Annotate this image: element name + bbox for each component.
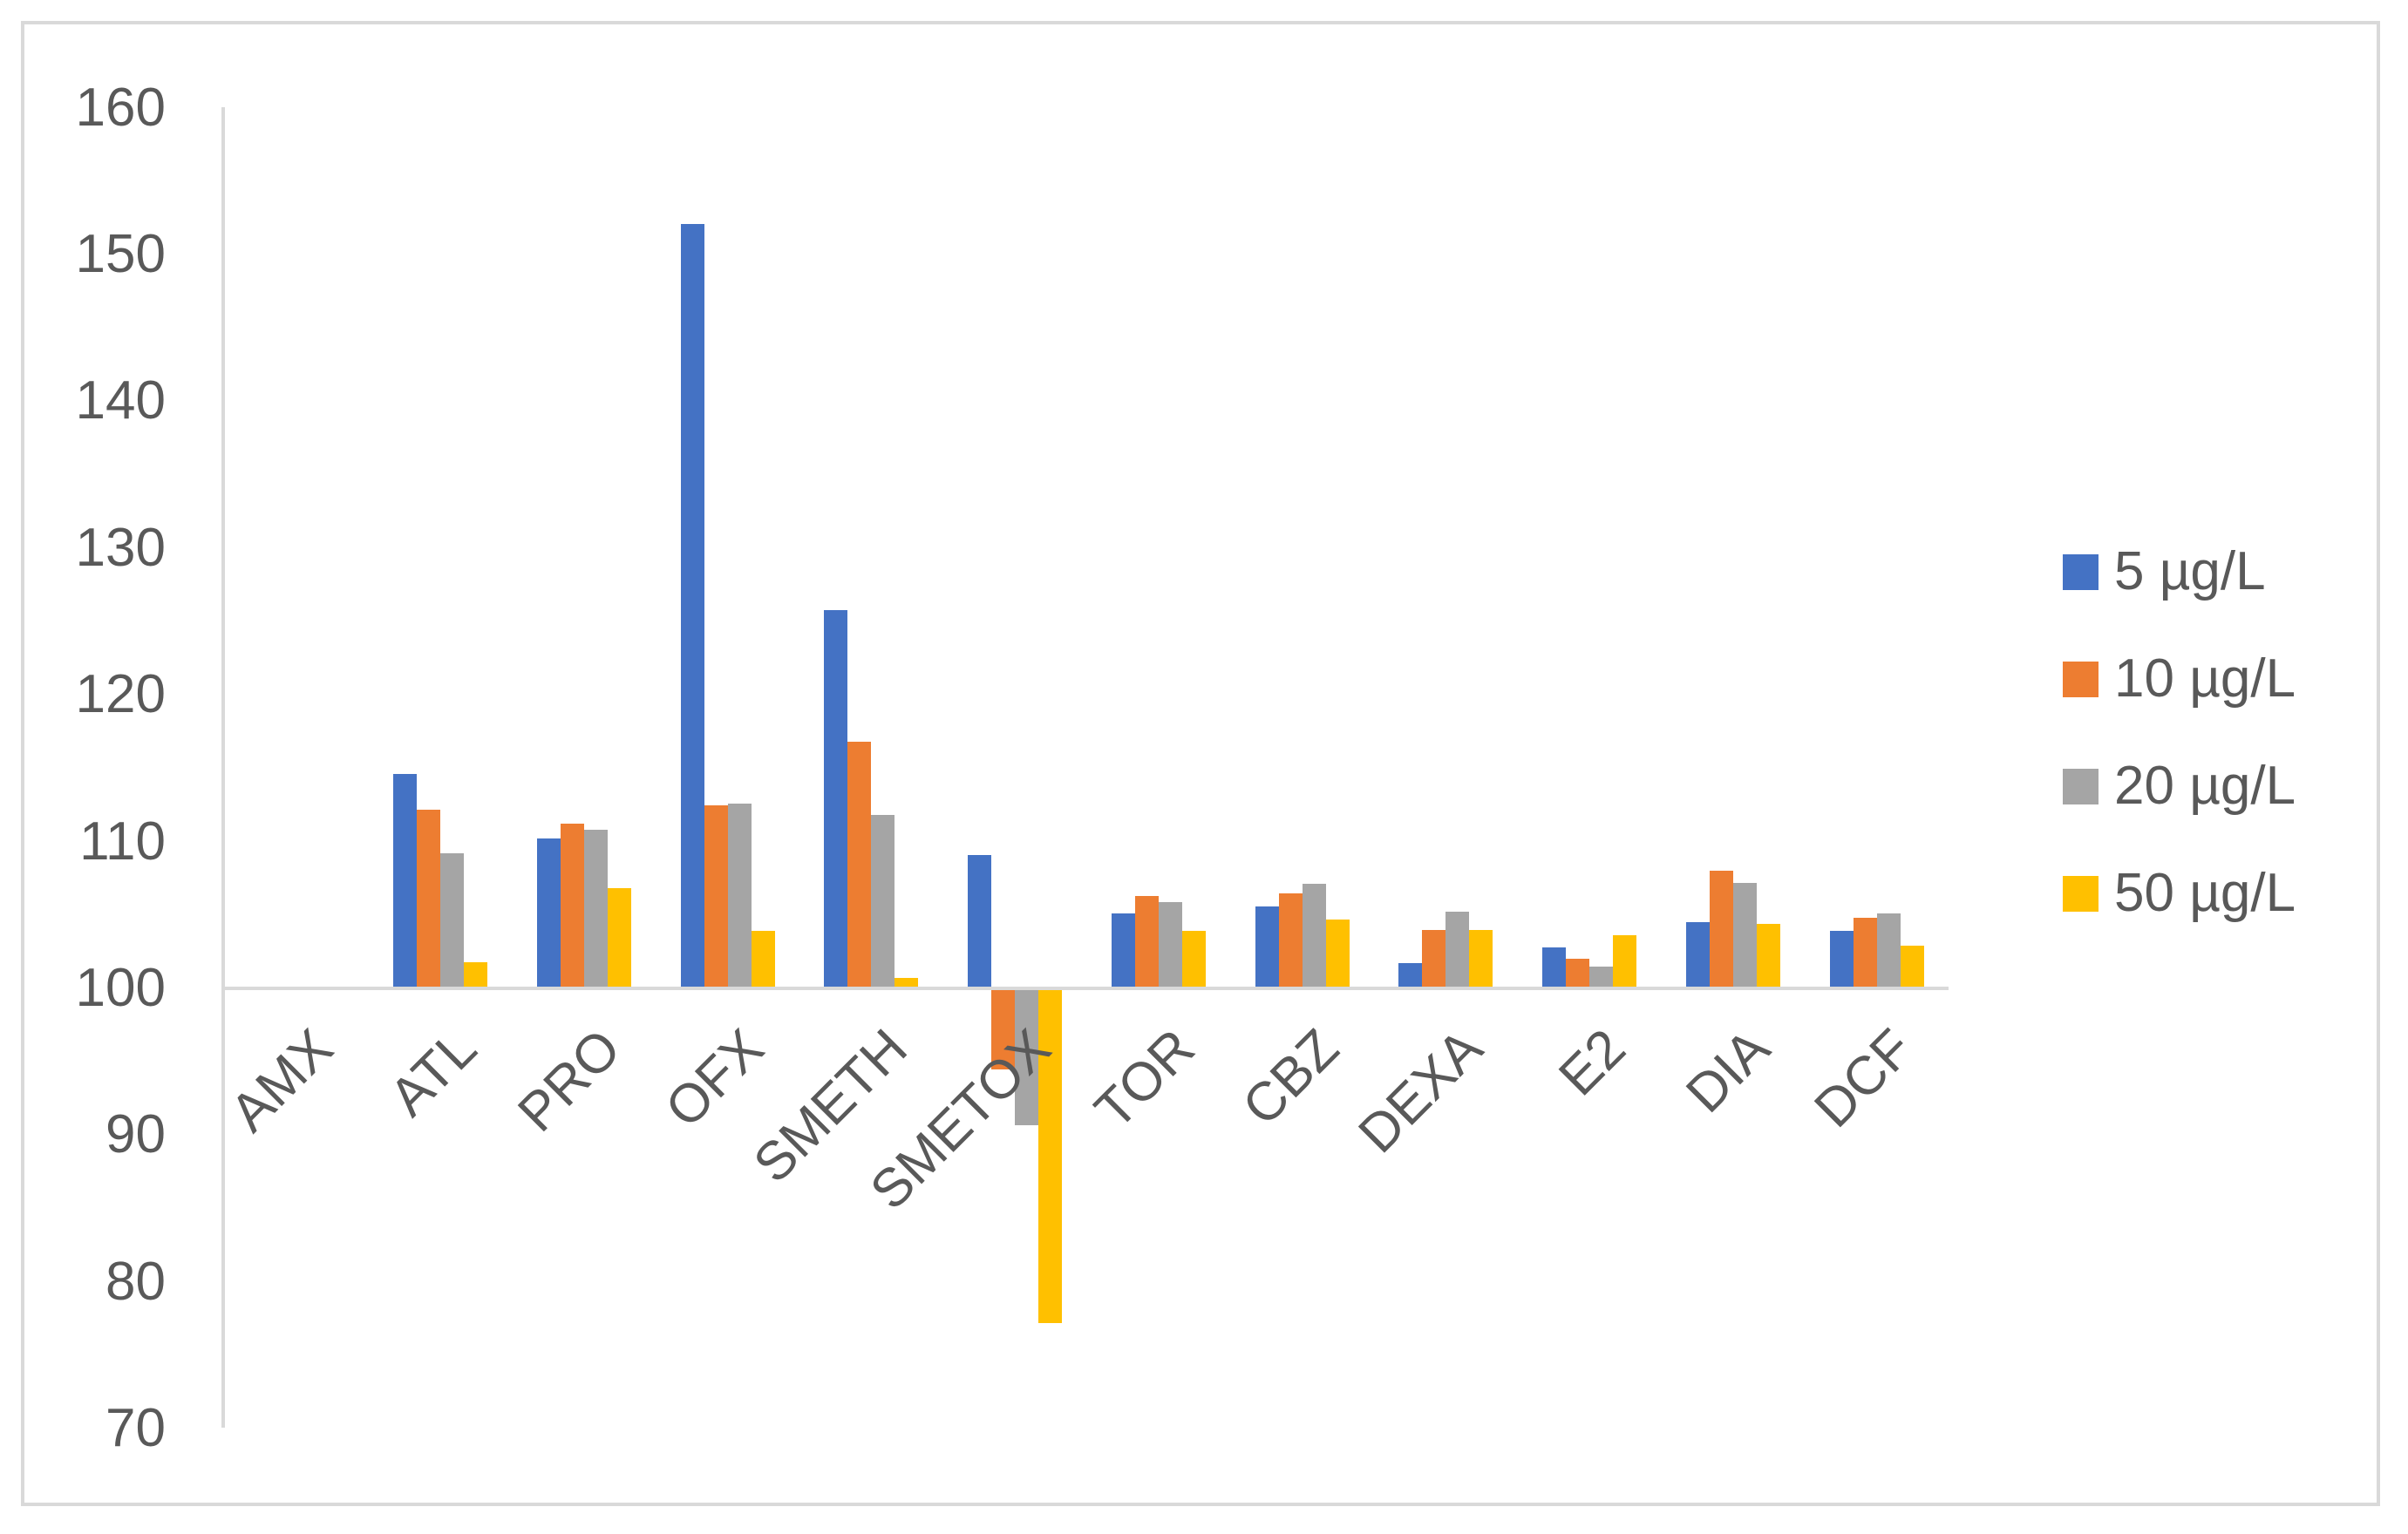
- x-tick-label-ofx: OFX: [654, 1018, 776, 1139]
- bar-cbz-10µg/L: [1278, 893, 1303, 988]
- bar-ofx-5µg/L: [680, 223, 704, 988]
- y-tick-label-140: 140: [75, 370, 166, 431]
- bar-dexa-5µg/L: [1398, 963, 1423, 988]
- y-tick-label-160: 160: [75, 77, 166, 138]
- bar-smeth-50µg/L: [894, 978, 919, 988]
- bar-atl-10µg/L: [417, 809, 441, 988]
- bar-smetox-5µg/L: [968, 854, 992, 988]
- legend-swatch-5µg/L: [2063, 554, 2098, 590]
- bar-pro-20µg/L: [583, 830, 608, 988]
- y-tick-label-100: 100: [75, 958, 166, 1018]
- bar-dia-10µg/L: [1709, 871, 1733, 988]
- bar-ofx-50µg/L: [751, 931, 775, 988]
- bar-dia-20µg/L: [1732, 882, 1757, 988]
- bar-atl-5µg/L: [393, 774, 418, 988]
- y-tick-label-150: 150: [75, 224, 166, 284]
- bar-ofx-10µg/L: [704, 804, 728, 988]
- legend-label-20µg/L: 20 µg/L: [2114, 756, 2296, 816]
- bar-pro-5µg/L: [536, 838, 561, 988]
- bar-ofx-20µg/L: [727, 803, 752, 988]
- bar-smeth-10µg/L: [847, 742, 872, 988]
- bar-e2-50µg/L: [1613, 935, 1637, 988]
- bar-tor-50µg/L: [1181, 931, 1206, 988]
- bar-smetox-20µg/L: [1015, 988, 1039, 1125]
- legend-swatch-20µg/L: [2063, 769, 2098, 804]
- bar-atl-20µg/L: [440, 853, 465, 988]
- bar-dcf-10µg/L: [1853, 918, 1877, 988]
- bar-dexa-50µg/L: [1469, 929, 1493, 988]
- figure-border: [21, 21, 2380, 1506]
- x-tick-label-amx: AMX: [219, 1018, 345, 1144]
- x-tick-label-dcf: DCF: [1803, 1018, 1925, 1139]
- bar-cbz-20µg/L: [1302, 884, 1326, 988]
- legend-swatch-10µg/L: [2063, 662, 2098, 697]
- x-tick-label-pro: PRO: [506, 1018, 632, 1144]
- x-tick-label-dia: DIA: [1674, 1018, 1781, 1124]
- y-tick-label-70: 70: [105, 1398, 166, 1459]
- x-tick-label-e2: E2: [1548, 1018, 1637, 1108]
- legend-label-10µg/L: 10 µg/L: [2114, 648, 2296, 709]
- y-tick-label-110: 110: [79, 811, 166, 872]
- legend-swatch-50µg/L: [2063, 876, 2098, 912]
- bar-dia-50µg/L: [1756, 923, 1780, 988]
- bar-e2-10µg/L: [1566, 959, 1590, 988]
- y-tick-label-80: 80: [105, 1251, 166, 1312]
- legend-label-5µg/L: 5 µg/L: [2114, 541, 2266, 601]
- x-axis-baseline: [225, 987, 1949, 990]
- bar-pro-50µg/L: [607, 888, 631, 988]
- x-tick-label-tor: TOR: [1084, 1018, 1207, 1141]
- bar-dcf-5µg/L: [1829, 931, 1854, 988]
- bar-atl-50µg/L: [464, 961, 488, 988]
- bar-dia-5µg/L: [1685, 922, 1710, 988]
- bar-dexa-10µg/L: [1422, 929, 1446, 988]
- x-tick-label-dexa: DEXA: [1346, 1018, 1494, 1165]
- y-tick-label-120: 120: [75, 664, 166, 725]
- bar-smeth-20µg/L: [871, 815, 895, 988]
- bar-smetox-50µg/L: [1038, 988, 1063, 1323]
- bar-tor-20µg/L: [1158, 901, 1182, 988]
- y-axis-line: [221, 107, 225, 1428]
- bar-smetox-10µg/L: [991, 988, 1016, 1069]
- bar-cbz-50µg/L: [1325, 919, 1350, 988]
- bar-smeth-5µg/L: [824, 609, 848, 988]
- x-tick-label-atl: ATL: [378, 1018, 488, 1128]
- y-tick-label-130: 130: [75, 517, 166, 578]
- bar-e2-20µg/L: [1589, 966, 1614, 988]
- legend-label-50µg/L: 50 µg/L: [2114, 863, 2296, 923]
- bar-pro-10µg/L: [560, 824, 584, 988]
- bar-dcf-20µg/L: [1876, 913, 1901, 988]
- bar-dexa-20µg/L: [1445, 912, 1470, 988]
- bar-dcf-50µg/L: [1900, 946, 1924, 988]
- bar-tor-10µg/L: [1134, 895, 1159, 988]
- y-tick-label-90: 90: [105, 1104, 166, 1165]
- bar-tor-5µg/L: [1111, 913, 1135, 988]
- x-tick-label-cbz: CBZ: [1230, 1018, 1350, 1137]
- bar-e2-5µg/L: [1542, 947, 1567, 988]
- bar-cbz-5µg/L: [1255, 906, 1279, 988]
